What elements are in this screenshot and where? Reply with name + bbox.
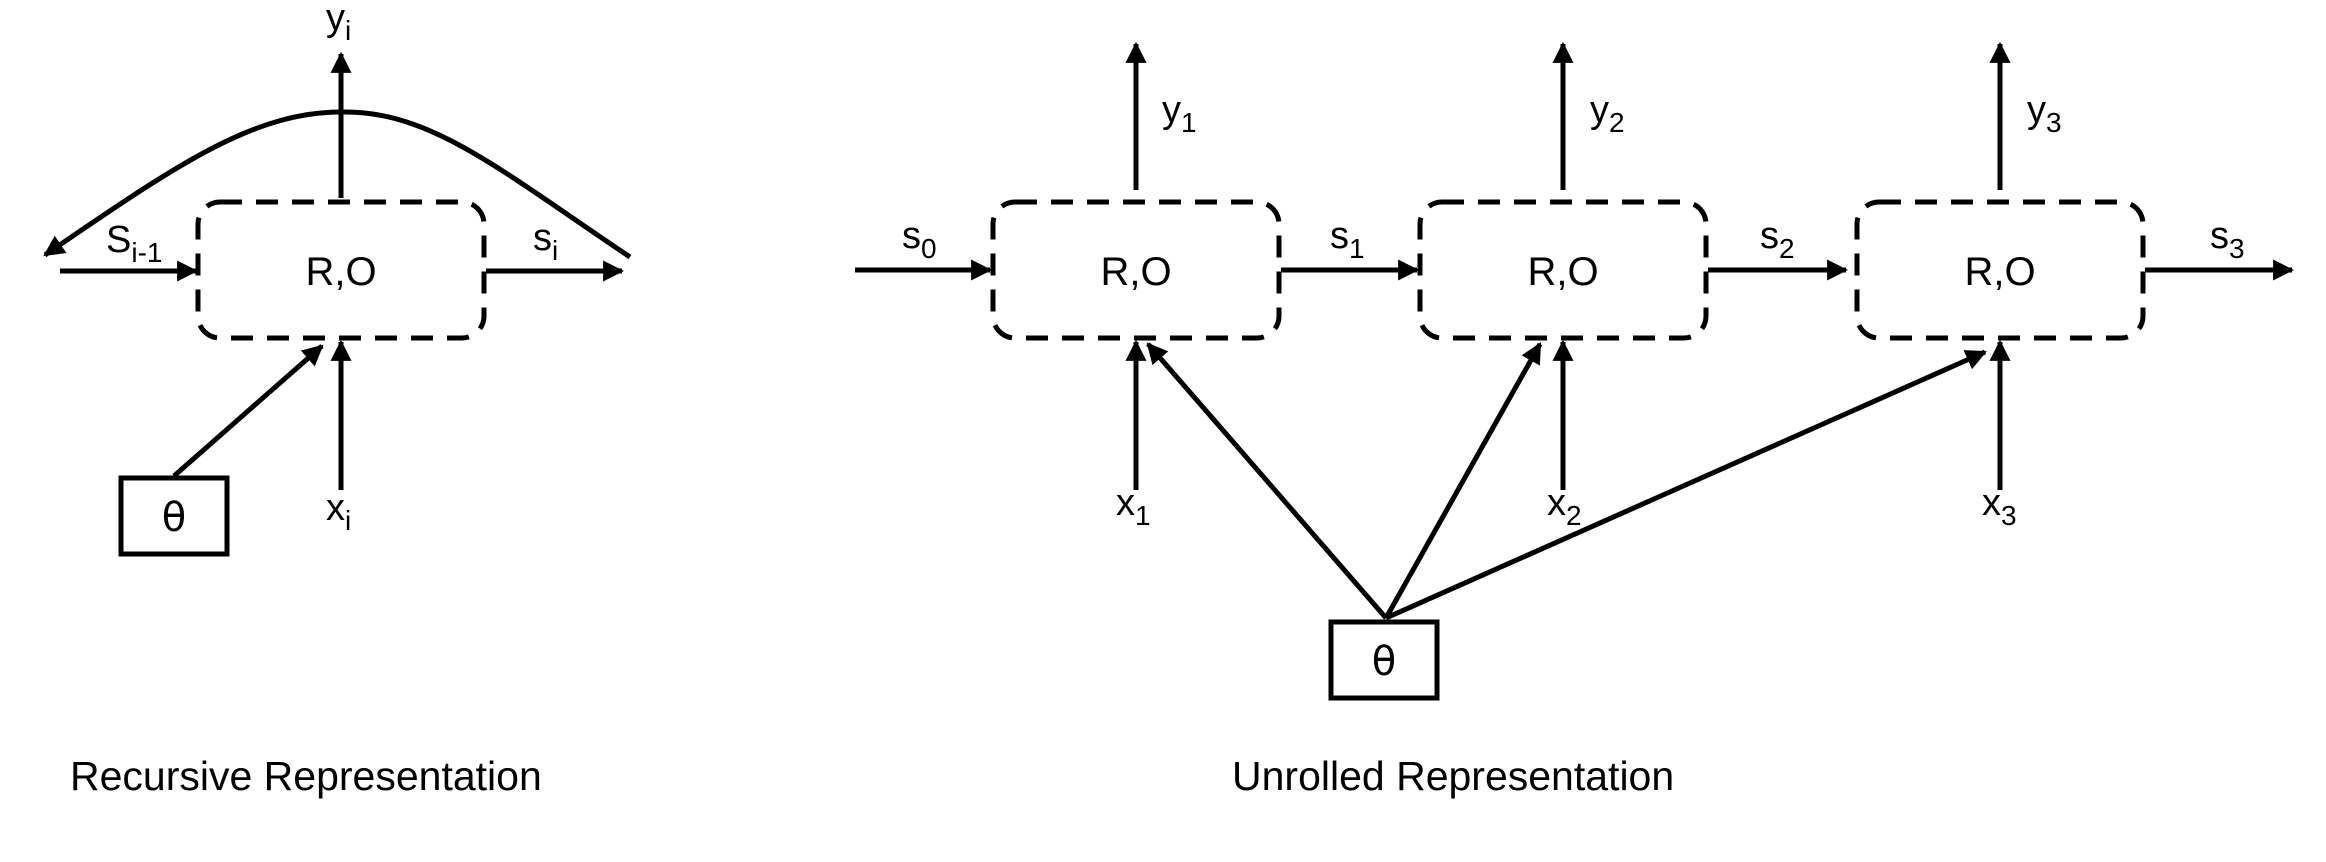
recursive-diagram: R,O yi Si-1 si xi θ Recursive Representa… — [43, 0, 632, 799]
unrolled-state-0-label: s0 — [902, 215, 937, 264]
recursive-theta-label: θ — [162, 495, 186, 541]
unrolled-theta-arrow-3 — [1384, 349, 1987, 621]
unrolled-theta-arrow-1 — [1146, 342, 1388, 620]
unrolled-caption: Unrolled Representation — [1232, 753, 1674, 799]
unrolled-node-3-label: R,O — [1964, 250, 2035, 294]
unrolled-input-3-label: x3 — [1982, 482, 2017, 531]
unrolled-diagram: R,O y1 x1 R,O y2 x2 R,O y3 x3 — [855, 41, 2295, 799]
unrolled-state-1-label: s1 — [1330, 215, 1365, 264]
unrolled-state-2-label: s2 — [1760, 215, 1795, 264]
unrolled-input-1-label: x1 — [1116, 482, 1151, 531]
recursive-input-label: xi — [326, 487, 351, 536]
recursive-caption: Recursive Representation — [70, 753, 542, 799]
unrolled-state-3-label: s3 — [2210, 215, 2245, 264]
unrolled-theta-box — [1328, 619, 1440, 701]
recursive-output-label: yi — [326, 0, 351, 46]
recursive-state-out-label: si — [533, 217, 558, 266]
unrolled-output-3-label: y3 — [2027, 89, 2062, 138]
recursive-theta-box — [118, 475, 230, 557]
unrolled-node-2-box — [1417, 199, 1709, 341]
unrolled-theta-label: θ — [1372, 639, 1396, 685]
recursive-node-label: R,O — [305, 250, 376, 294]
unrolled-input-2-label: x2 — [1547, 482, 1582, 531]
recursive-theta-arrow — [172, 344, 324, 478]
unrolled-node-2-label: R,O — [1527, 250, 1598, 294]
recursive-state-in-label: Si-1 — [106, 219, 162, 268]
unrolled-theta-arrow-2 — [1383, 342, 1543, 620]
unrolled-node-1-label: R,O — [1100, 250, 1171, 294]
recursive-feedback-curve — [43, 109, 632, 260]
unrolled-node-3-box — [1854, 199, 2146, 341]
unrolled-output-2-label: y2 — [1590, 89, 1625, 138]
unrolled-node-1-box — [990, 199, 1282, 341]
unrolled-output-1-label: y1 — [1162, 89, 1197, 138]
